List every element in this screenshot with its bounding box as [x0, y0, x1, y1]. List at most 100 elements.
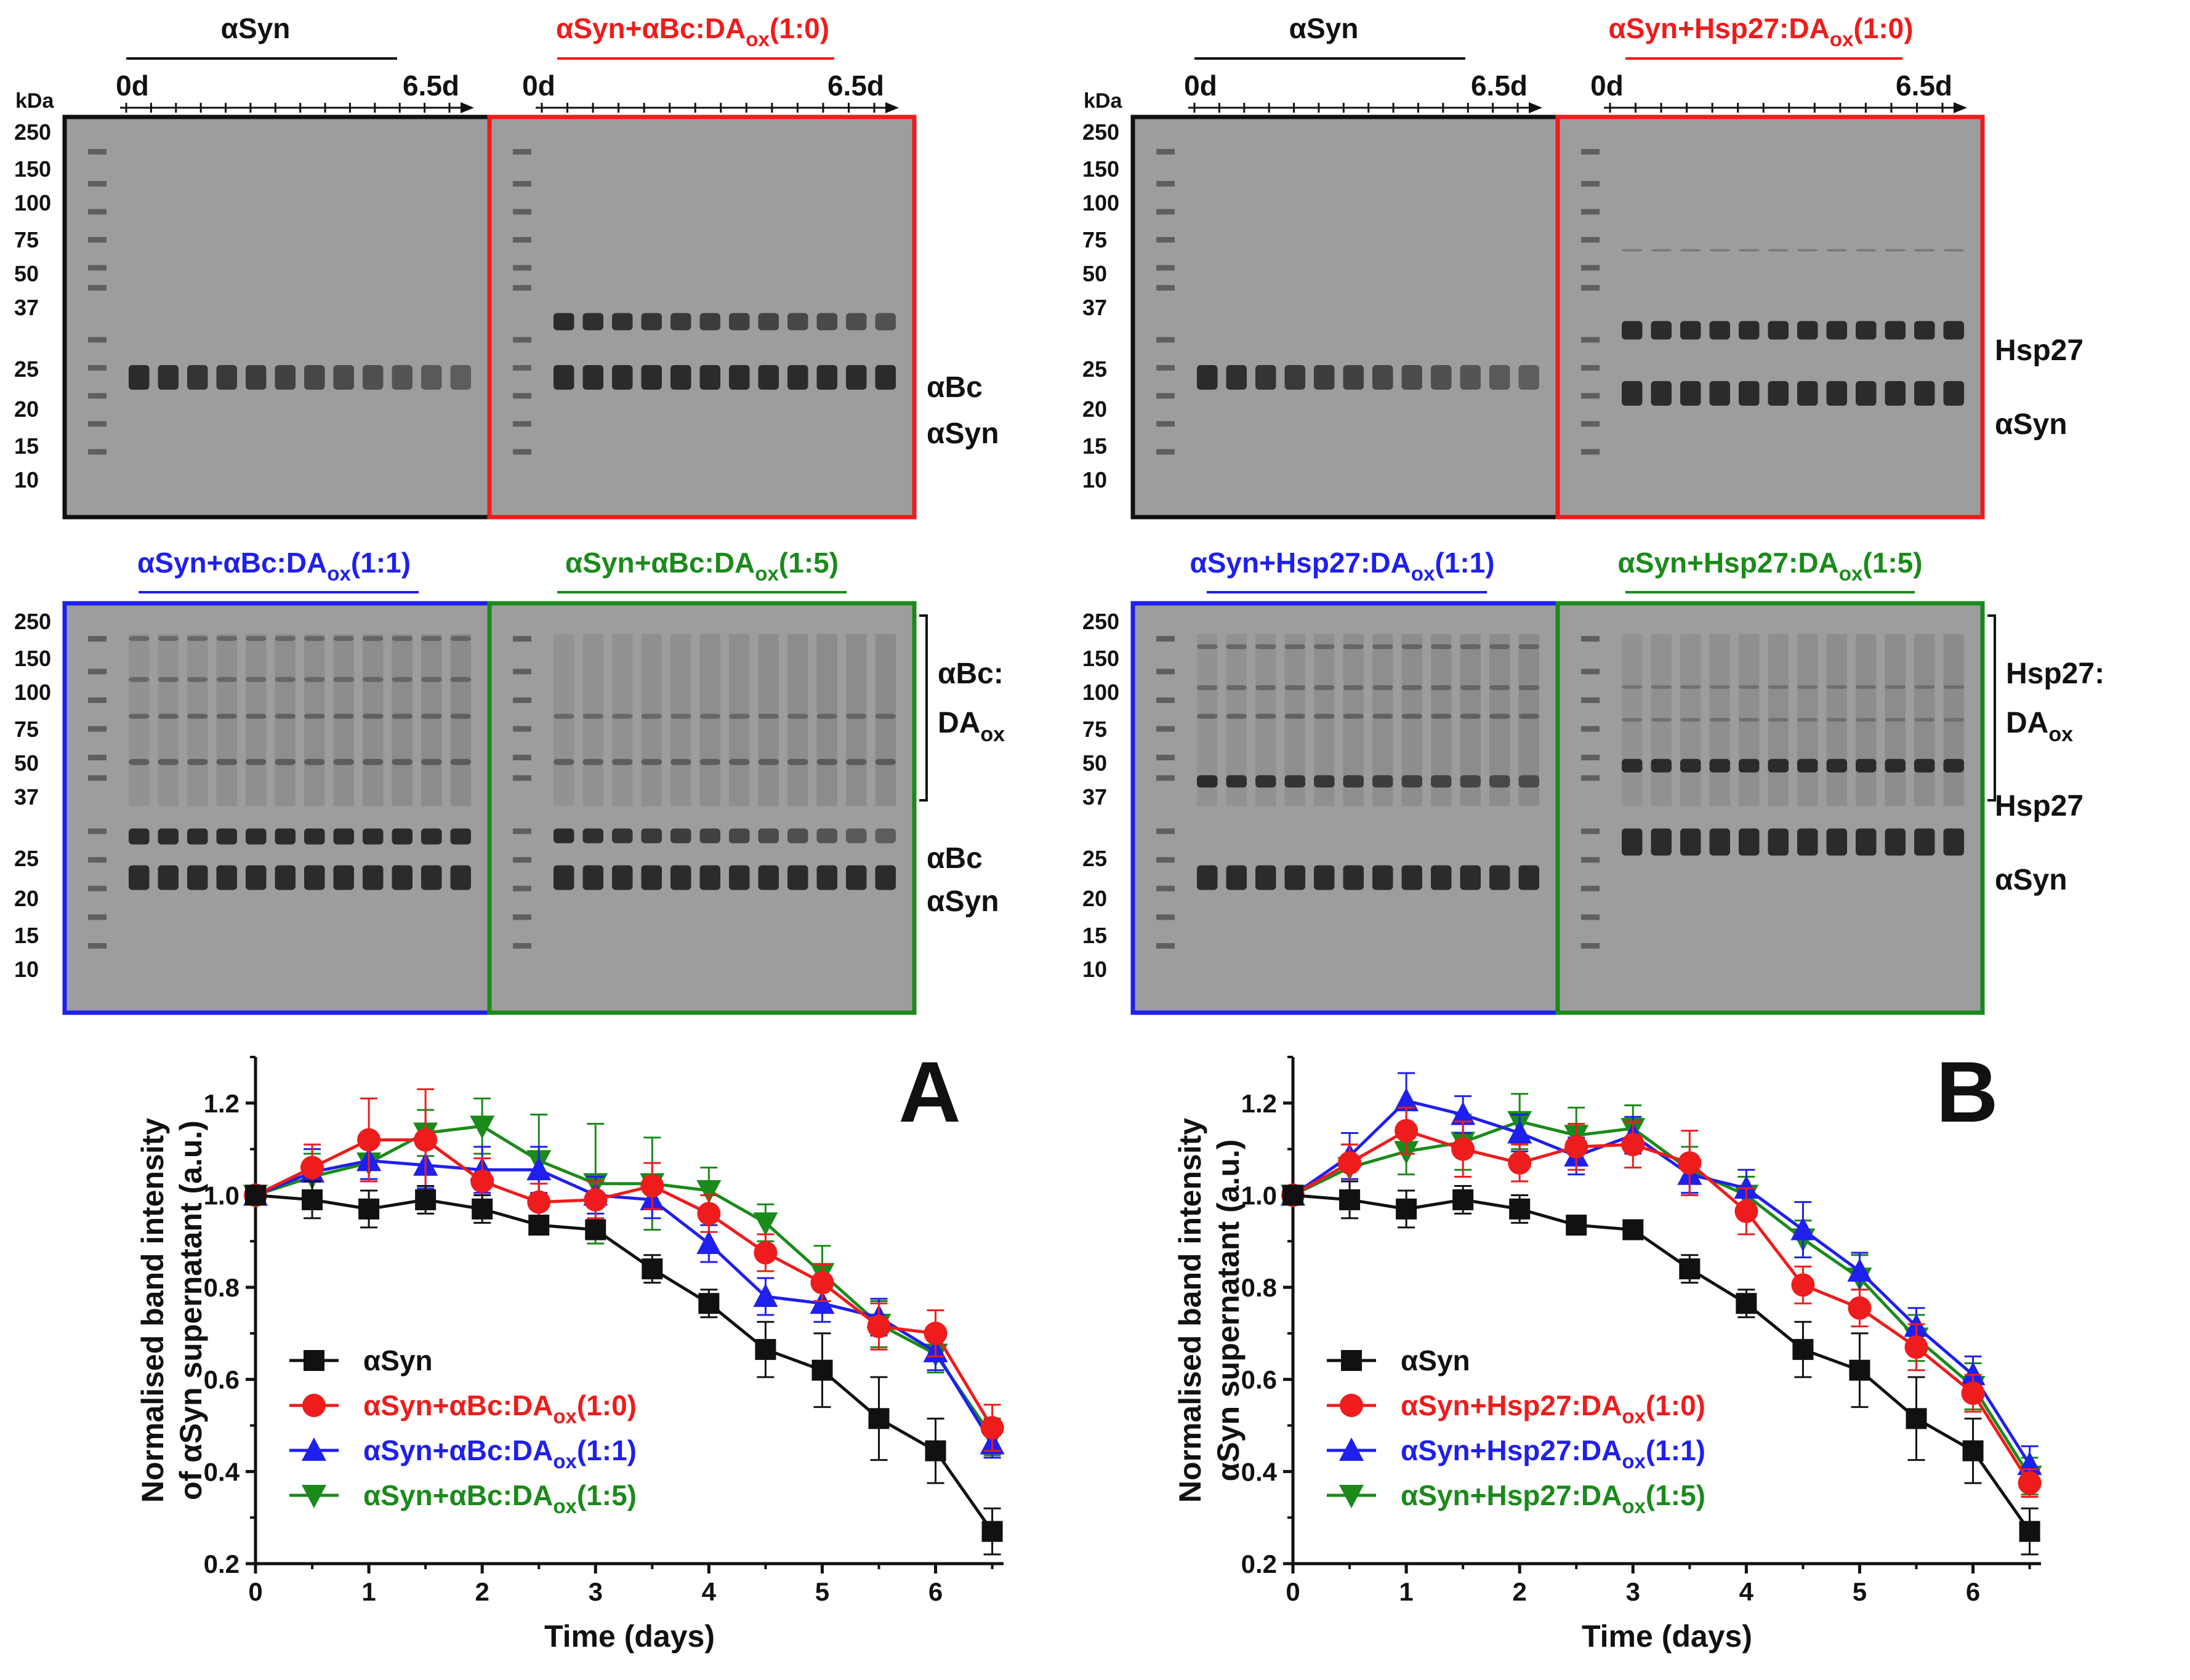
legend-main: αSyn+Hsp27:DA — [1401, 1434, 1622, 1466]
y-tick-label: 0.4 — [1241, 1457, 1278, 1486]
B-gel-1to0-ladder-band — [1581, 337, 1600, 343]
A-gel-syn-ladder-band — [88, 421, 107, 427]
A-bottom-chaperone-label: αBc — [927, 842, 983, 875]
B-time-start-1: 0d — [1184, 70, 1217, 102]
B-gel-1to0-protein-band — [1709, 381, 1730, 406]
legend-entry: αSyn+αBc:DAox(1:0) — [363, 1389, 637, 1428]
B-gel-1to5-protein-band — [1622, 718, 1643, 722]
B-gel-1to5-lane-smear — [1885, 634, 1906, 806]
B-gel-1to5-protein-band — [1709, 758, 1730, 773]
B-gel-1to0-ladder-band — [1581, 365, 1600, 371]
A-gel-1to5-protein-band — [729, 713, 750, 719]
x-tick-label: 2 — [1513, 1577, 1527, 1606]
B-gel-syn-ladder-band — [1156, 209, 1175, 215]
A-gel-1to5-protein-band — [875, 713, 896, 719]
B-gel-1to0-protein-band — [1651, 321, 1672, 340]
A-gel-1to1-lane-smear — [216, 634, 237, 806]
B-gel-1to1-protein-band — [1255, 713, 1276, 719]
y-axis-label-line1: Normalised band intensity — [135, 1118, 170, 1503]
B-gel-1to1-protein-band — [1197, 775, 1218, 788]
B-gel-1to0-protein-band — [1739, 381, 1760, 406]
A-gel-1to0-protein-band — [729, 313, 750, 331]
data-point — [470, 1170, 494, 1194]
A-bottom-marker-250: 250 — [14, 609, 51, 634]
B-gel-1to0-protein-band — [1826, 381, 1847, 406]
A-gel-1to0-protein-band — [846, 313, 867, 331]
legend-sub: ox — [1622, 1450, 1646, 1473]
A-gel-1to5-lane-smear — [670, 634, 691, 806]
B-gel3-title-sub: ox — [1411, 563, 1435, 585]
B-gel-1to5-ladder-band — [1581, 775, 1600, 781]
B-bottom-marker-75: 75 — [1082, 717, 1107, 742]
B-gel-1to5-lane-smear — [1739, 634, 1760, 806]
A-gel-1to5-protein-band — [816, 865, 837, 890]
data-point — [924, 1321, 948, 1345]
A-top-marker-37: 37 — [14, 295, 39, 320]
B-gel-1to5-protein-band — [1797, 758, 1818, 773]
A-gel-syn-protein-band — [129, 365, 150, 390]
A-gel-1to5-protein-band — [846, 865, 867, 890]
A-gel-1to5-protein-band — [699, 865, 720, 890]
A-time-start-2: 0d — [522, 70, 555, 102]
B-gel-1to5-protein-band — [1680, 758, 1701, 773]
B-top-marker-150: 150 — [1082, 156, 1119, 182]
B-gel-1to1-protein-band — [1518, 865, 1539, 890]
A-gel-1to1-protein-band — [187, 828, 208, 845]
B-gel-1to0-protein-band — [1680, 381, 1701, 406]
A-gel-1to1-lane-smear — [333, 634, 354, 806]
B-gel-1to0-ladder-band — [1581, 393, 1600, 399]
legend-marker — [302, 1394, 326, 1417]
B-gel-1to5-protein-band — [1739, 758, 1760, 773]
B-gel-1to5-ladder-band — [1581, 828, 1600, 834]
B-gel-1to5-protein-band — [1943, 758, 1964, 773]
A-bottom-marker-10: 10 — [14, 957, 39, 982]
B-gel-syn-protein-band — [1284, 365, 1305, 390]
B-gel-1to5-protein-band — [1826, 828, 1847, 856]
A-gel-1to1-ladder-band — [88, 942, 107, 949]
A-gel-1to0-protein-band — [554, 313, 574, 331]
B-gel-1to1-protein-band — [1343, 713, 1364, 719]
chart-B: 0.2 0.4 0.6 0.8 1.0 1.2 0 1 2 3 4 5 6 Time (days) Norm… — [1173, 1043, 2042, 1654]
data-point — [1736, 1293, 1757, 1314]
A-gel-1to0-protein-band — [699, 365, 720, 390]
legend-ratio: (1:5) — [577, 1479, 637, 1511]
B-gel-1to5-ladder-band — [1581, 726, 1600, 732]
A-gel-syn-protein-band — [187, 365, 208, 390]
data-point — [1395, 1119, 1419, 1143]
A-gel-1to5-protein-band — [582, 865, 603, 890]
A-gel-1to5-protein-band — [582, 713, 603, 719]
A-gel-1to5-protein-band — [758, 713, 779, 719]
B-gel-syn-protein-band — [1518, 365, 1539, 390]
A-gel-1to0-ladder-band — [513, 265, 531, 271]
A-gel-1to1-lane-smear — [450, 634, 471, 806]
panel-letter: B — [1936, 1043, 1998, 1140]
A-gel-1to5-protein-band — [670, 828, 691, 843]
A-gel-syn-ladder-band — [88, 365, 107, 371]
B-gel-1to5-protein-band — [1914, 828, 1935, 856]
B-bottom-chaperone-label: Hsp27 — [1995, 790, 2083, 822]
B-gel-1to5-lane-smear — [1651, 634, 1672, 806]
data-point — [1396, 1198, 1417, 1220]
B-gel-1to1-protein-band — [1489, 775, 1510, 788]
A-gel-1to1-lane-smear — [392, 634, 413, 806]
B-bottom-marker-25: 25 — [1082, 846, 1107, 871]
legend-ratio: (1:1) — [577, 1434, 637, 1466]
A-gel2-title-main: αSyn+αBc:DA — [556, 12, 746, 44]
A-gel-1to1-protein-band — [246, 828, 267, 845]
A-gel-1to1-protein-band — [304, 758, 325, 765]
B-time-end-1: 6.5d — [1471, 70, 1528, 102]
A-gel-1to0-protein-band — [582, 313, 603, 331]
B-gel-1to5-protein-band — [1768, 758, 1789, 773]
B-gel-1to0-ladder-band — [1581, 449, 1600, 455]
A-gel-1to5-protein-band — [641, 828, 662, 843]
A-gel-syn — [62, 115, 492, 520]
A-gel-1to0-ladder-band — [513, 237, 531, 243]
A-gel-1to1-protein-band — [363, 636, 384, 641]
A-gel-1to1-background — [65, 603, 489, 1013]
B-gel-syn-protein-band — [1431, 365, 1452, 390]
B-gel-syn-ladder-band — [1156, 265, 1175, 271]
A-gel-1to0-protein-band — [787, 365, 808, 390]
y-tick-label: 1.2 — [204, 1089, 240, 1118]
data-point — [1790, 1216, 1816, 1240]
B-complex-label-2-sub: ox — [2048, 723, 2073, 746]
